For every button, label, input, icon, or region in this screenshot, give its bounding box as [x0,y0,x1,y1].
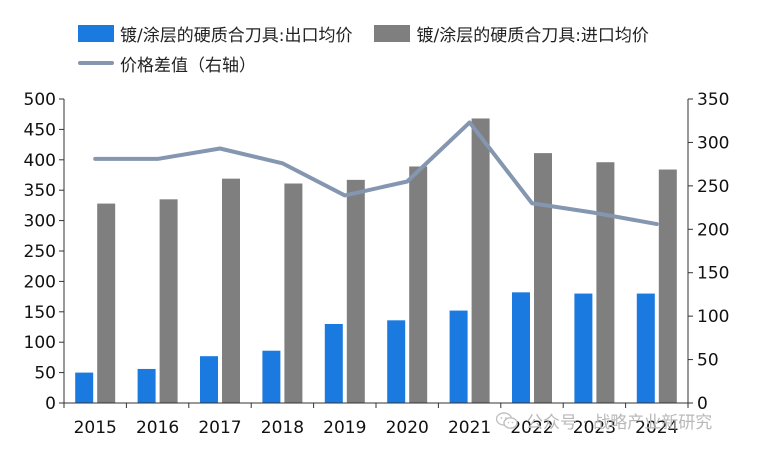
bar-import-2021 [471,118,490,404]
tick-label-left-0: 0 [45,394,56,414]
tick-label-x-2022: 2022 [510,418,553,438]
tick-label-left-450: 450 [24,120,56,140]
bar-export-2024 [636,293,655,403]
tick-label-x-2020: 2020 [386,418,429,438]
bar-export-2017 [200,356,218,403]
wechat-icon [496,411,518,429]
tick-label-x-2015: 2015 [74,418,117,438]
tick-label-right-0: 0 [697,394,708,414]
tick-label-right-150: 150 [697,264,729,284]
bar-import-2015 [97,203,116,403]
legend-swatch-diff [78,61,114,65]
axes-group: 0 50 100 150 200 250 300 350 400 450 500 0 50 100 150 2… [24,90,730,438]
legend-label-export: 镀/涂层的硬质合刀具:出口均价 [120,25,353,46]
bar-import-2024 [658,169,677,403]
bar-import-2017 [222,178,240,403]
tick-label-right-50: 50 [697,351,719,371]
bar-export-2023 [574,293,593,403]
legend-label-import: 镀/涂层的硬质合刀具:进口均价 [416,25,649,46]
chart-legend: 镀/涂层的硬质合刀具:出口均价 镀/涂层的硬质合刀具:进口均价 价格差值（右轴） [78,18,738,78]
legend-label-diff: 价格差值（右轴） [120,55,256,76]
watermark-text: 公众号 · 战略产业新研究 [526,413,713,433]
tick-label-left-100: 100 [24,333,56,353]
bar-import-2023 [596,162,615,403]
line-group [93,120,659,227]
tick-label-x-2023: 2023 [573,418,616,438]
tick-label-x-2019: 2019 [323,418,366,438]
legend-swatch-export [78,24,114,42]
tick-label-left-400: 400 [24,151,56,171]
legend-item-import: 镀/涂层的硬质合刀具:进口均价 [374,21,649,46]
line-price-diff [93,120,659,227]
watermark: 公众号 · 战略产业新研究 [496,408,712,433]
tick-label-x-2024: 2024 [635,418,678,438]
tick-label-x-2017: 2017 [198,418,241,438]
tick-label-right-350: 350 [697,90,729,110]
bar-export-2016 [137,368,156,403]
tick-label-x-2016: 2016 [136,418,179,438]
bars-group [75,118,677,404]
bar-export-2021 [449,310,468,403]
tick-label-left-350: 350 [24,181,56,201]
bar-import-2020 [409,166,428,403]
bar-export-2022 [512,292,530,403]
tick-label-x-2018: 2018 [261,418,304,438]
bar-import-2022 [534,153,552,403]
tick-label-right-300: 300 [697,133,729,153]
legend-item-export: 镀/涂层的硬质合刀具:出口均价 [78,21,352,46]
tick-label-left-200: 200 [24,272,56,292]
tick-label-x-2021: 2021 [448,418,491,438]
tick-label-right-100: 100 [697,307,729,327]
tick-label-left-500: 500 [24,90,56,110]
tick-label-right-250: 250 [697,177,729,197]
legend-item-diff: 价格差值（右轴） [78,51,256,76]
bar-export-2015 [75,372,94,403]
tick-label-left-50: 50 [34,364,56,384]
bar-import-2019 [346,179,365,403]
legend-row-2: 价格差值（右轴） [78,48,738,78]
tick-label-left-250: 250 [24,242,56,262]
bar-export-2018 [262,350,281,403]
tick-label-left-300: 300 [24,212,56,232]
bar-export-2020 [387,320,406,403]
legend-swatch-import [374,24,411,42]
tick-label-right-200: 200 [697,220,729,240]
tick-label-left-150: 150 [24,303,56,323]
bar-import-2016 [159,199,178,403]
bar-export-2019 [324,323,343,403]
bar-import-2018 [284,183,303,403]
legend-row-1: 镀/涂层的硬质合刀具:出口均价 镀/涂层的硬质合刀具:进口均价 [78,18,738,48]
